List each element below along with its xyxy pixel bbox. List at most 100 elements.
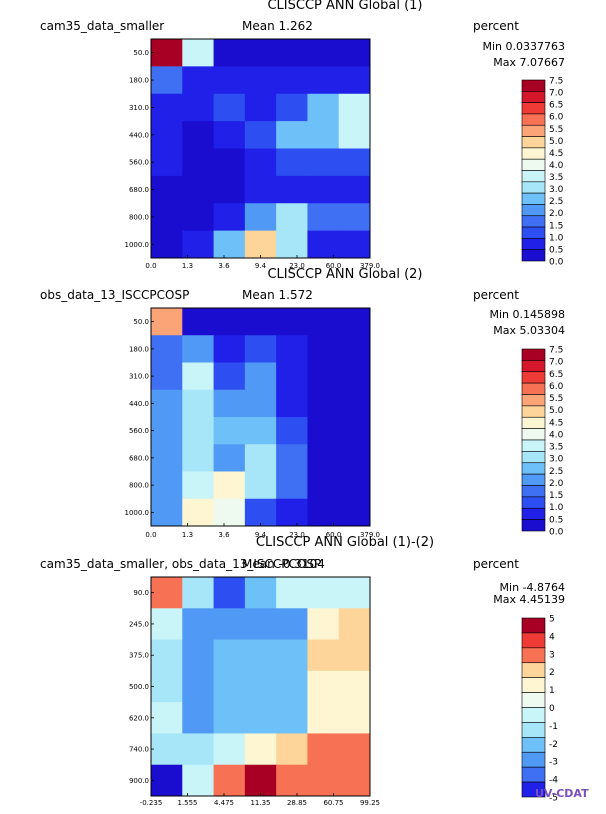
- heatmap-cell: [182, 498, 215, 527]
- colorbar-label: -2: [549, 740, 558, 750]
- colorbar-swatch: [521, 519, 546, 532]
- heatmap-cell: [213, 93, 246, 122]
- colorbar-swatch: [521, 677, 546, 693]
- panel-title: CLISCCP ANN Global (1): [267, 0, 422, 13]
- heatmap-cell: [151, 230, 183, 259]
- colorbar-swatch: [521, 204, 546, 217]
- panel-title: CLISCCP ANN Global (2): [267, 267, 422, 282]
- colorbar-label: 6.0: [549, 382, 564, 392]
- colorbar-swatch: [521, 416, 546, 429]
- heatmap-cell: [182, 444, 215, 472]
- heatmap-cell: [276, 577, 308, 609]
- colorbar-swatch: [521, 617, 546, 634]
- colorbar-swatch: [521, 485, 546, 498]
- heatmap-cell: [213, 121, 246, 149]
- max-value: Max 5.03304: [493, 324, 565, 337]
- heatmap-cell: [276, 230, 308, 259]
- heatmap-cell: [151, 764, 183, 797]
- colorbar-label: 6.5: [549, 370, 563, 380]
- heatmap-cell: [151, 121, 183, 149]
- heatmap-cell: [182, 148, 215, 177]
- heatmap-cell: [338, 639, 371, 672]
- x-tick-label: 0.0: [145, 531, 156, 539]
- colorbar-swatch: [521, 451, 546, 464]
- colorbar-label: 4.0: [549, 430, 564, 440]
- colorbar-swatch: [521, 158, 546, 171]
- colorbar-label: 7.5: [549, 346, 563, 356]
- colorbar-swatch: [521, 707, 546, 723]
- heatmap-cell: [276, 608, 308, 641]
- heatmap-cell: [338, 39, 371, 67]
- colorbar-swatch: [521, 473, 546, 486]
- heatmap-cell: [307, 148, 340, 177]
- x-tick-label: 1.3: [182, 262, 193, 270]
- heatmap-cell: [182, 733, 215, 766]
- heatmap-cell: [213, 764, 246, 797]
- heatmap-cell: [151, 66, 183, 95]
- heatmap-cell: [276, 335, 308, 363]
- colorbar-swatch: [521, 348, 546, 361]
- heatmap-cell: [182, 608, 215, 641]
- colorbar-label: 0.5: [549, 515, 563, 525]
- colorbar-swatch: [521, 722, 546, 738]
- colorbar-label: 5.5: [549, 125, 563, 135]
- colorbar-swatch: [521, 136, 546, 149]
- colorbar-label: 6.5: [549, 101, 563, 111]
- heatmap-cell: [244, 121, 277, 149]
- heatmap-cell: [244, 148, 277, 177]
- y-tick-label: 50.0: [133, 49, 149, 57]
- heatmap-cell: [244, 670, 277, 703]
- heatmap-cell: [213, 702, 246, 734]
- y-tick-label: 560.0: [129, 159, 149, 167]
- heatmap-cell: [307, 577, 340, 609]
- heatmap-cell: [276, 417, 308, 445]
- heatmap-cell: [338, 93, 371, 122]
- colorbar-label: 5.0: [549, 406, 564, 416]
- x-tick-label: 0.0: [145, 262, 156, 270]
- heatmap-cell: [244, 608, 277, 641]
- x-tick-label: 3.6: [218, 531, 230, 539]
- heatmap-cell: [151, 175, 183, 204]
- heatmap-cell: [151, 389, 183, 418]
- heatmap-cell: [244, 362, 277, 391]
- heatmap-cell: [338, 148, 371, 177]
- heatmap-cell: [338, 702, 371, 734]
- colorbar-swatch: [521, 249, 546, 262]
- colorbar-label: 2.0: [549, 209, 564, 219]
- heatmap-cell: [213, 417, 246, 445]
- colorbar-label: 2.5: [549, 467, 563, 477]
- heatmap-cell: [276, 308, 308, 336]
- units-label: percent: [473, 288, 519, 302]
- heatmap-cell: [244, 308, 277, 336]
- colorbar-label: 2.0: [549, 479, 564, 489]
- heatmap-cell: [244, 639, 277, 672]
- y-tick-label: 180.0: [129, 77, 149, 85]
- heatmap-cell: [151, 471, 183, 500]
- colorbar-swatch: [521, 751, 546, 768]
- x-tick-label: 60.0: [326, 262, 342, 270]
- heatmap-cell: [276, 639, 308, 672]
- colorbar-swatch: [521, 170, 546, 183]
- dataset-label: cam35_data_smaller, obs_data_13_ISCCPCOS…: [40, 557, 321, 571]
- x-tick-label: 23.0: [289, 531, 305, 539]
- heatmap-cell: [244, 444, 277, 472]
- heatmap-cell: [276, 175, 308, 204]
- heatmap-cell: [213, 733, 246, 766]
- colorbar-swatch: [521, 781, 546, 798]
- heatmap-cell: [338, 389, 371, 418]
- x-tick-label: 1.3: [182, 531, 193, 539]
- heatmap-cell: [276, 66, 308, 95]
- x-tick-label: 60.0: [326, 531, 342, 539]
- x-tick-label: 379.0: [360, 262, 380, 270]
- x-tick-label: 60.75: [323, 799, 343, 807]
- colorbar-swatch: [521, 662, 546, 678]
- heatmap-cell: [151, 733, 183, 766]
- heatmap-cell: [182, 670, 215, 703]
- colorbar-swatch: [521, 238, 546, 250]
- dataset-label: cam35_data_smaller: [40, 19, 164, 33]
- heatmap-cell: [244, 203, 277, 232]
- colorbar-label: 7.0: [549, 358, 564, 368]
- min-value: Min 0.145898: [489, 308, 565, 321]
- min-value: Min 0.0337763: [483, 40, 566, 53]
